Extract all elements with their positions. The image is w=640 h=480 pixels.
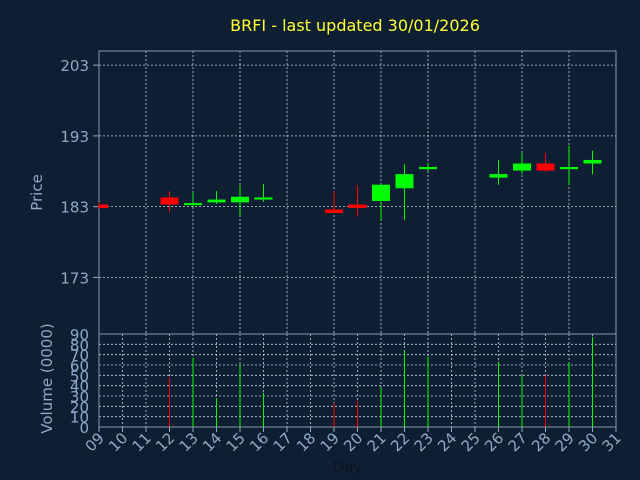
day-tick-label: 10 [105, 429, 131, 455]
day-tick-label: 23 [411, 429, 437, 455]
day-tick-label: 19 [317, 429, 343, 455]
day-tick-label: 25 [458, 429, 484, 455]
volume-tick-label: 40 [70, 378, 89, 396]
candle-body [184, 203, 202, 206]
candle-body [513, 163, 531, 171]
day-tick-label: 28 [528, 429, 554, 455]
day-axis-label: Day [333, 458, 363, 476]
price-panel: 173 183 193 203 Price [28, 50, 617, 335]
candle-body [254, 197, 273, 200]
candle-body [348, 204, 367, 209]
candle-body [489, 174, 508, 178]
volume-tick-label: 10 [70, 409, 89, 427]
volume-tick-label: 80 [70, 336, 89, 354]
candle-body [99, 204, 108, 209]
candle-body [231, 196, 249, 203]
day-tick-label: 17 [270, 429, 296, 455]
volume-panel: 0102030405060708090091011121314151617181… [38, 323, 625, 476]
candle-body [419, 167, 437, 170]
chart-title: BRFI - last updated 30/01/2026 [230, 16, 480, 35]
volume-tick-label: 0 [79, 419, 89, 437]
day-tick-label: 15 [223, 429, 249, 455]
candle-body [160, 197, 179, 205]
candle-body [325, 209, 343, 214]
volume-tick-label: 70 [70, 347, 89, 365]
day-tick-label: 14 [199, 429, 225, 455]
volume-tick-label: 60 [70, 357, 89, 375]
day-tick-label: 12 [152, 429, 178, 455]
volume-tick-label: 50 [70, 367, 89, 385]
candle-body [372, 184, 390, 201]
price-tick-label: 193 [60, 128, 89, 146]
day-tick-label: 18 [293, 429, 319, 455]
candle-body [583, 159, 602, 164]
day-tick-label: 16 [246, 429, 272, 455]
day-tick-label: 26 [481, 429, 507, 455]
candle-body [395, 174, 414, 189]
price-tick-label: 173 [60, 269, 89, 287]
day-tick-label: 22 [387, 429, 413, 455]
price-tick-label: 203 [60, 57, 89, 75]
day-tick-label: 29 [552, 429, 578, 455]
day-tick-label: 13 [176, 429, 202, 455]
volume-tick-label: 30 [70, 388, 89, 406]
day-tick-label: 31 [599, 429, 625, 455]
price-tick-label: 183 [60, 199, 89, 217]
candle-body [207, 199, 226, 203]
day-tick-label: 21 [364, 429, 390, 455]
candle-body [536, 163, 555, 171]
day-tick-label: 20 [340, 429, 366, 455]
day-tick-label: 24 [434, 429, 460, 455]
volume-tick-label: 90 [70, 326, 89, 344]
day-tick-label: 30 [575, 429, 601, 455]
candle-body [560, 167, 578, 170]
day-tick-label: 11 [129, 429, 155, 455]
price-axis-label: Price [28, 174, 46, 211]
volume-axis-label: Volume (0000) [38, 323, 56, 433]
volume-tick-label: 20 [70, 398, 89, 416]
day-tick-label: 27 [505, 429, 531, 455]
